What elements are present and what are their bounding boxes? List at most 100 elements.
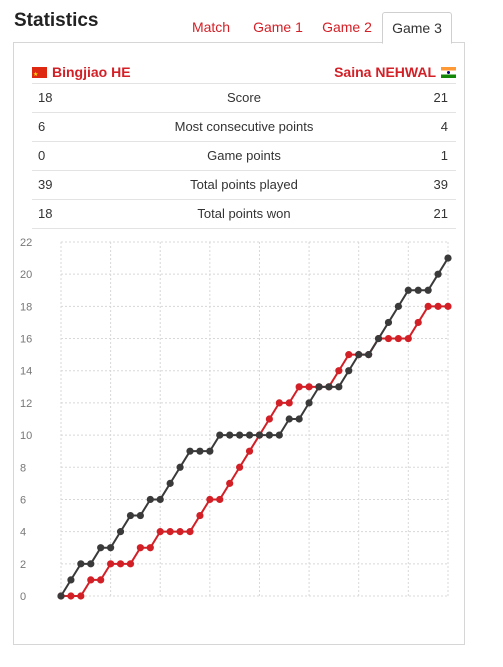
- data-point: [206, 447, 214, 455]
- data-point: [77, 592, 85, 600]
- stat-label: Game points: [207, 148, 281, 163]
- player-left[interactable]: Bingjiao HE: [32, 61, 131, 86]
- chart-canvas: 0 2 4 6 8 10 12 14 16 18 20 22: [20, 237, 452, 603]
- y-tick-label: 14: [20, 366, 32, 378]
- data-point: [245, 431, 254, 439]
- data-point: [404, 334, 412, 343]
- table-row: 0 Game points 1: [32, 141, 456, 170]
- data-point: [424, 286, 432, 294]
- data-point: [265, 415, 273, 423]
- data-point: [57, 592, 65, 600]
- data-point: [255, 431, 264, 439]
- tab-game-1[interactable]: Game 1: [253, 19, 303, 35]
- data-point: [97, 576, 105, 584]
- data-point: [374, 334, 383, 343]
- data-point: [196, 447, 204, 455]
- data-point: [305, 399, 313, 407]
- stat-right-value: 1: [440, 148, 448, 163]
- data-point: [315, 383, 323, 391]
- data-point: [414, 318, 422, 327]
- data-point: [404, 286, 412, 294]
- data-point: [87, 576, 95, 584]
- data-point: [355, 351, 363, 359]
- data-point: [166, 479, 174, 487]
- stats-table: 18 Score 21 6 Most consecutive points 4 …: [32, 83, 456, 229]
- y-tick-label: 18: [20, 301, 32, 313]
- tab-match[interactable]: Match: [191, 19, 231, 35]
- data-point: [126, 560, 135, 568]
- data-point: [444, 302, 452, 310]
- player-right[interactable]: Saina NEHWAL: [334, 61, 456, 83]
- data-point: [394, 334, 402, 343]
- data-point: [236, 431, 244, 439]
- header: Statistics Match Game 1 Game 2 Game 3: [0, 0, 503, 44]
- stat-label: Most consecutive points: [174, 119, 314, 134]
- china-flag-icon: [32, 64, 47, 86]
- data-point: [236, 463, 244, 471]
- table-row: 18 Total points won 21: [32, 199, 456, 229]
- data-point: [245, 447, 254, 455]
- stat-right-value: 21: [433, 206, 448, 221]
- data-point: [196, 511, 204, 520]
- data-point: [226, 479, 234, 487]
- data-point: [444, 254, 452, 262]
- data-point: [394, 302, 402, 310]
- data-point: [206, 495, 214, 504]
- stat-right-value: 21: [433, 90, 448, 105]
- data-point: [126, 511, 135, 520]
- stat-left-value: 0: [38, 148, 46, 163]
- data-point: [87, 560, 95, 568]
- y-tick-label: 12: [20, 398, 32, 410]
- data-point: [146, 544, 154, 552]
- table-row: 39 Total points played 39: [32, 170, 456, 199]
- stat-left-value: 18: [38, 90, 53, 105]
- score-progression-chart: 0 2 4 6 8 10 12 14 16 18 20 22: [14, 230, 454, 610]
- data-point: [216, 495, 224, 504]
- data-point: [116, 528, 125, 536]
- data-point: [176, 528, 184, 536]
- stat-left-value: 39: [38, 177, 53, 192]
- y-tick-label: 2: [20, 559, 26, 571]
- stat-right-value: 39: [433, 177, 448, 192]
- data-point: [97, 544, 105, 552]
- data-point: [136, 544, 144, 552]
- data-point: [285, 415, 293, 423]
- data-point: [434, 302, 442, 310]
- y-tick-label: 8: [20, 462, 26, 474]
- data-point: [295, 383, 303, 391]
- series-line-left-player: [61, 305, 448, 597]
- data-point: [365, 351, 373, 359]
- data-point: [116, 560, 125, 568]
- stat-left-value: 6: [38, 119, 46, 134]
- data-point: [325, 383, 333, 391]
- data-point: [107, 560, 115, 568]
- data-point: [414, 286, 422, 294]
- player-right-name: Saina NEHWAL: [334, 64, 436, 80]
- y-tick-label: 20: [20, 269, 32, 281]
- data-point: [275, 399, 283, 407]
- data-point: [186, 528, 194, 536]
- data-point: [146, 495, 154, 504]
- data-point: [384, 318, 393, 327]
- tab-game-2[interactable]: Game 2: [322, 19, 372, 35]
- data-point: [166, 528, 174, 536]
- data-point: [305, 383, 313, 391]
- y-tick-label: 10: [20, 430, 32, 442]
- data-point: [67, 592, 75, 600]
- data-point: [176, 463, 184, 471]
- table-row: 18 Score 21: [32, 83, 456, 112]
- tab-game-3[interactable]: Game 3: [382, 12, 452, 44]
- player-left-name: Bingjiao HE: [52, 64, 131, 80]
- data-point: [77, 560, 85, 568]
- data-point: [156, 528, 164, 536]
- y-tick-label: 4: [20, 527, 26, 539]
- y-tick-label: 6: [20, 494, 26, 506]
- data-point: [265, 431, 273, 439]
- stat-right-value: 4: [440, 119, 448, 134]
- data-point: [107, 544, 115, 552]
- data-point: [285, 399, 293, 407]
- data-point: [186, 447, 194, 455]
- y-tick-label: 16: [20, 334, 32, 346]
- stat-label: Total points won: [197, 206, 291, 221]
- page-title: Statistics: [14, 10, 99, 31]
